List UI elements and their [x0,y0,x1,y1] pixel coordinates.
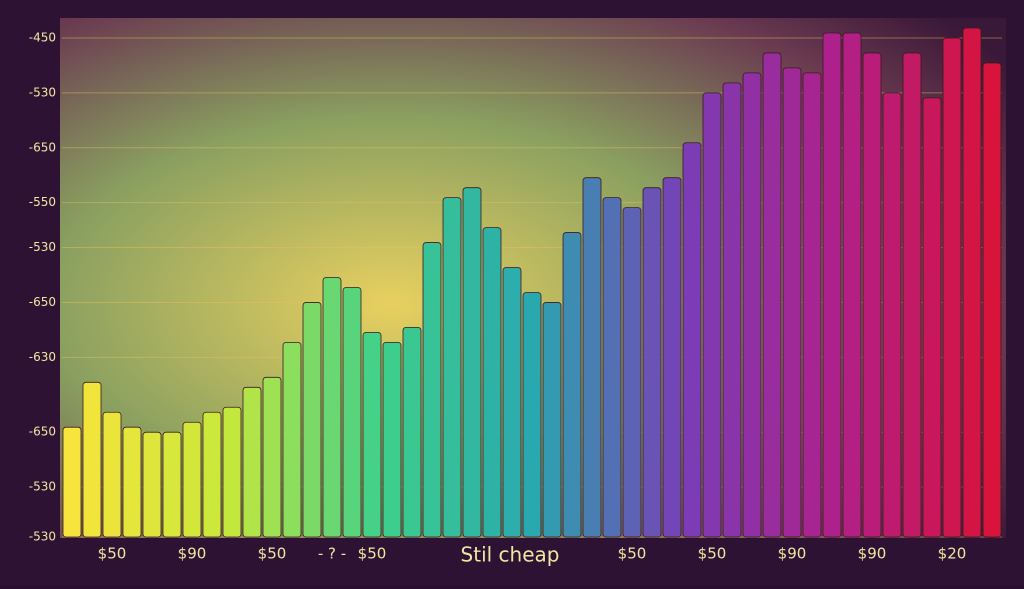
bar [942,37,962,538]
y-tick-label: -630 [29,350,56,364]
bar [482,227,502,538]
x-tick-label: - ? - [318,545,346,563]
bar [762,52,782,538]
bar [422,242,442,538]
bar [262,376,282,538]
bar [622,207,642,538]
bar [982,62,1002,538]
y-tick-label: -650 [29,140,56,154]
bar [662,177,682,538]
bar [722,82,742,538]
bar [822,32,842,538]
bar [802,72,822,538]
bar [682,142,702,538]
bar [502,267,522,538]
x-tick-label: $20 [938,545,967,563]
y-tick-label: -650 [29,425,56,439]
bar [162,431,182,538]
y-tick-label: -530 [29,480,56,494]
bar [182,421,202,538]
bar [962,27,982,538]
bar [362,331,382,538]
x-tick-label: $50 [358,545,387,563]
x-tick-label: $90 [858,545,887,563]
bar [242,386,262,538]
bar [322,277,342,538]
bar [442,197,462,538]
bar [922,97,942,538]
bar [202,411,222,538]
y-tick-label: -530 [29,240,56,254]
x-tick-label: $50 [618,545,647,563]
bar [522,292,542,538]
bar [122,426,142,538]
y-tick-label: -530 [29,85,56,99]
bar [642,187,662,538]
bar [382,341,402,538]
bar [782,67,802,538]
bar [842,32,862,538]
bar [582,177,602,538]
x-tick-label: $90 [178,545,207,563]
y-tick-label: -650 [29,295,56,309]
bar [222,406,242,538]
bar [702,92,722,538]
bar [402,327,422,538]
bar [862,52,882,538]
x-tick-label: $90 [778,545,807,563]
y-tick-label: -550 [29,195,56,209]
y-tick-label: -450 [29,30,56,44]
bar [282,341,302,538]
bar [462,187,482,538]
bar [902,52,922,538]
bar [82,381,102,538]
x-tick-label: $50 [698,545,727,563]
bar [342,287,362,538]
bar [62,426,82,538]
bar [882,92,902,538]
bar [102,411,122,538]
x-tick-label: $50 [98,545,127,563]
bar [602,197,622,538]
bar [562,232,582,538]
x-axis-title: Stil cheap [461,543,560,567]
bar [542,302,562,538]
x-tick-label: $50 [258,545,287,563]
bar [742,72,762,538]
bar [302,302,322,538]
bar [142,431,162,538]
y-tick-label: -530 [29,530,56,544]
